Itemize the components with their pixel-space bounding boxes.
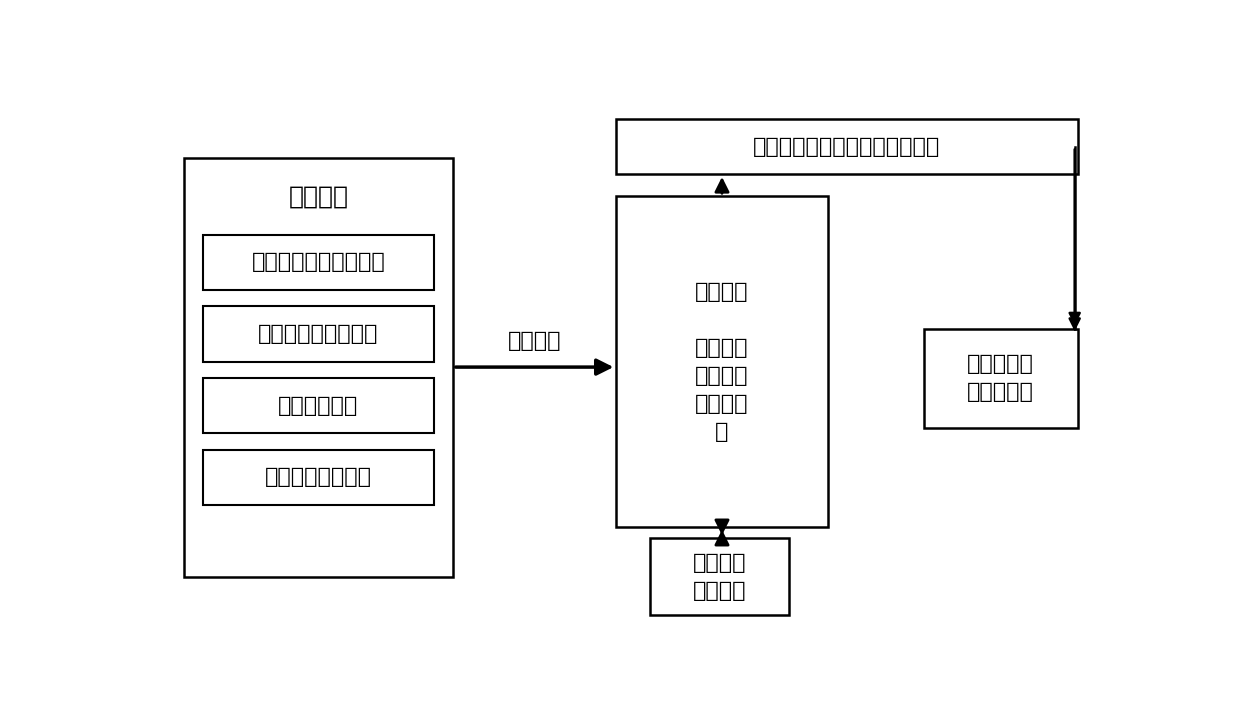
Text: 行为状态采集单元: 行为状态采集单元 bbox=[265, 468, 372, 488]
Text: 生态环境信息采集单元: 生态环境信息采集单元 bbox=[252, 252, 386, 272]
Bar bbox=[203, 450, 434, 505]
Bar bbox=[203, 378, 434, 433]
Bar bbox=[616, 119, 1078, 174]
Bar bbox=[184, 158, 453, 576]
Bar bbox=[203, 306, 434, 362]
Text: 人工智能
计算单元: 人工智能 计算单元 bbox=[693, 553, 746, 601]
Text: 传输模块: 传输模块 bbox=[508, 331, 562, 351]
Text: 采集模块: 采集模块 bbox=[289, 184, 348, 208]
Text: 存储模块

云计算中
心的数据
存储服务
器: 存储模块 云计算中 心的数据 存储服务 器 bbox=[696, 281, 749, 442]
Text: 水量采集单元: 水量采集单元 bbox=[278, 396, 358, 416]
Bar bbox=[924, 329, 1078, 427]
Bar bbox=[650, 538, 789, 615]
Text: 农作物长势采集单元: 农作物长势采集单元 bbox=[258, 324, 378, 344]
Bar bbox=[616, 196, 828, 527]
Text: 农业生态环境信息分析应用模块: 农业生态环境信息分析应用模块 bbox=[753, 137, 941, 157]
Bar bbox=[203, 235, 434, 290]
Text: 农业设施远
程控制模块: 农业设施远 程控制模块 bbox=[967, 354, 1034, 402]
